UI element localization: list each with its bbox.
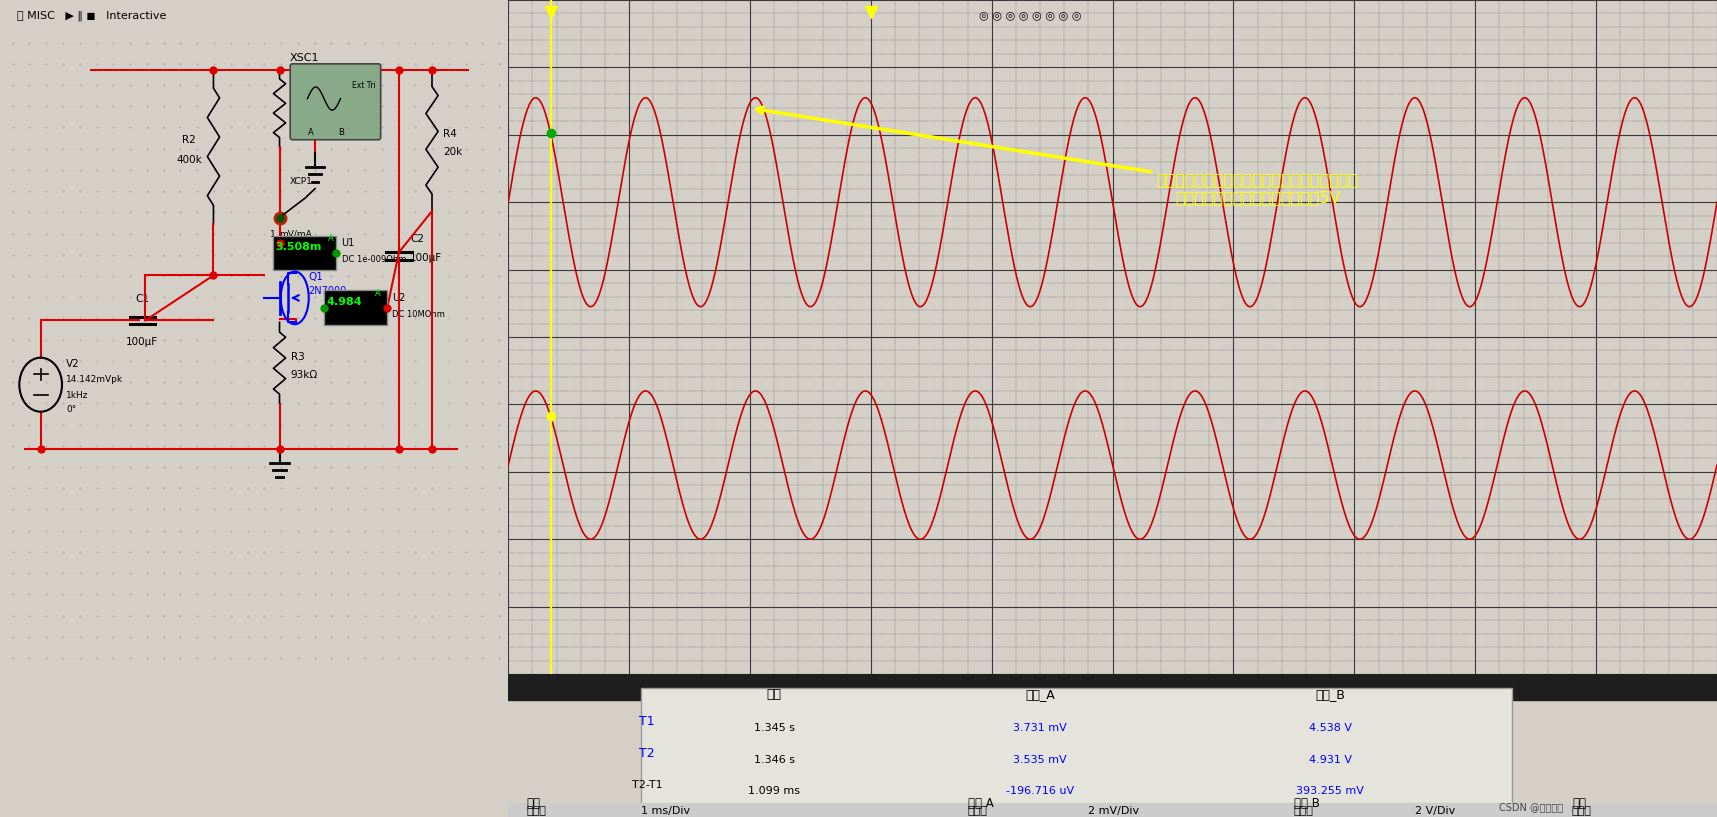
Text: V2: V2 bbox=[65, 359, 79, 368]
Text: 通道 A: 通道 A bbox=[968, 797, 994, 810]
Text: 0°: 0° bbox=[65, 404, 76, 413]
Text: 过道：: 过道： bbox=[1573, 806, 1592, 816]
Text: A: A bbox=[328, 234, 333, 243]
Text: 400k: 400k bbox=[177, 154, 203, 165]
Text: ◎ ◎ ◎ ◎ ◎ ◎ ◎ ◎: ◎ ◎ ◎ ◎ ◎ ◎ ◎ ◎ bbox=[979, 11, 1082, 20]
Text: 通道_A: 通道_A bbox=[1025, 689, 1054, 701]
Text: -196.716 uV: -196.716 uV bbox=[1006, 786, 1075, 796]
Text: DC 1e-009Ohm: DC 1e-009Ohm bbox=[342, 255, 405, 264]
Text: C2: C2 bbox=[410, 234, 424, 244]
Text: 4.538 V: 4.538 V bbox=[1308, 723, 1351, 733]
Text: R1: R1 bbox=[290, 96, 304, 105]
Text: mV/mA: mV/mA bbox=[280, 230, 312, 239]
Text: 通道 B: 通道 B bbox=[1295, 797, 1320, 810]
Text: 3.508m: 3.508m bbox=[275, 243, 321, 252]
Text: DC 10MOhm: DC 10MOhm bbox=[393, 310, 445, 319]
Text: T2: T2 bbox=[639, 747, 656, 760]
Text: 20k: 20k bbox=[443, 147, 462, 157]
Text: 3.535 mV: 3.535 mV bbox=[1013, 755, 1066, 765]
Text: 1.099 ms: 1.099 ms bbox=[749, 786, 800, 796]
Text: 1.346 s: 1.346 s bbox=[754, 755, 795, 765]
Text: C1: C1 bbox=[136, 294, 149, 305]
Bar bbox=[508, 674, 1717, 699]
Text: 尺度：: 尺度： bbox=[968, 806, 987, 816]
Text: U2: U2 bbox=[393, 293, 405, 303]
Text: CSDN @南山居士: CSDN @南山居士 bbox=[1499, 801, 1564, 812]
Text: 93kΩ: 93kΩ bbox=[290, 370, 318, 380]
Text: 1.345 s: 1.345 s bbox=[754, 723, 795, 733]
Text: U1: U1 bbox=[342, 239, 355, 248]
Text: 100µF: 100µF bbox=[410, 253, 443, 263]
Text: 通道_B: 通道_B bbox=[1315, 689, 1344, 701]
Text: A: A bbox=[307, 127, 312, 136]
Text: 标度：: 标度： bbox=[527, 806, 546, 816]
Text: 3.731 mV: 3.731 mV bbox=[1013, 723, 1066, 733]
Text: 2 V/Div: 2 V/Div bbox=[1415, 806, 1454, 816]
Text: 时间: 时间 bbox=[767, 689, 781, 701]
Text: 1 ms/Div: 1 ms/Div bbox=[640, 806, 690, 816]
Text: 14.142mVpk: 14.142mVpk bbox=[65, 375, 124, 384]
Text: ⏹ MISC   ▶ ‖ ◼   Interactive: ⏹ MISC ▶ ‖ ◼ Interactive bbox=[17, 11, 167, 20]
FancyBboxPatch shape bbox=[290, 64, 381, 140]
Text: 4.984: 4.984 bbox=[326, 297, 362, 307]
Text: B: B bbox=[338, 127, 343, 136]
Bar bbox=[640, 688, 1511, 810]
Text: 触发: 触发 bbox=[1573, 797, 1587, 810]
Text: 2kΩ: 2kΩ bbox=[290, 114, 311, 125]
Text: Q1: Q1 bbox=[309, 272, 323, 282]
Text: XSC1: XSC1 bbox=[290, 53, 319, 63]
Bar bbox=[508, 802, 1717, 817]
Text: 1kHz: 1kHz bbox=[65, 391, 89, 400]
Text: 2 mV/Div: 2 mV/Div bbox=[1089, 806, 1140, 816]
Text: T1: T1 bbox=[639, 716, 656, 729]
Text: 1: 1 bbox=[270, 230, 276, 239]
Text: T2-T1: T2-T1 bbox=[632, 780, 663, 790]
Text: 尺度：: 尺度： bbox=[1295, 806, 1314, 816]
Text: A: A bbox=[374, 289, 381, 298]
Text: Ext Tri: Ext Tri bbox=[352, 81, 376, 90]
Text: R3: R3 bbox=[290, 351, 304, 362]
Text: 4.931 V: 4.931 V bbox=[1308, 755, 1351, 765]
Bar bbox=[325, 290, 388, 325]
Text: 2N7000: 2N7000 bbox=[309, 286, 347, 296]
Text: 将观测点调整到输出电容前端，可以观察到这里
包含的直流分量，也就是电路中的5V: 将观测点调整到输出电容前端，可以观察到这里 包含的直流分量，也就是电路中的5V bbox=[757, 107, 1358, 205]
Bar bbox=[273, 235, 337, 270]
Text: XCP1: XCP1 bbox=[290, 177, 312, 186]
Text: 时基: 时基 bbox=[527, 797, 541, 810]
Text: 100µF: 100µF bbox=[127, 337, 158, 347]
Text: R4: R4 bbox=[443, 129, 457, 139]
Text: 393.255 mV: 393.255 mV bbox=[1296, 786, 1363, 796]
Text: R2: R2 bbox=[182, 136, 196, 145]
